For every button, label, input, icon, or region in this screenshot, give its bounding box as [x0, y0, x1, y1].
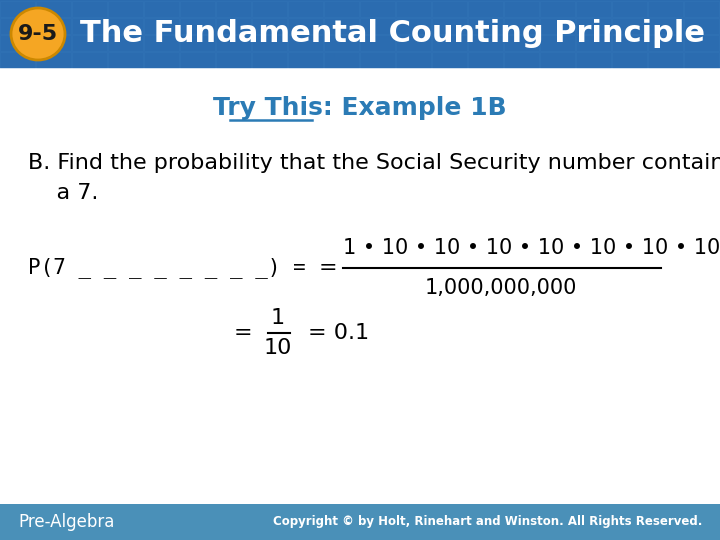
Bar	[180, 18, 215, 34]
Bar	[684, 1, 719, 17]
Bar	[432, 1, 467, 17]
Bar	[540, 1, 575, 17]
Bar	[540, 35, 575, 51]
Bar	[468, 18, 503, 34]
Bar	[144, 1, 179, 17]
Bar	[324, 52, 359, 68]
Text: =: =	[319, 258, 337, 278]
Bar	[108, 52, 143, 68]
Text: 1,000,000,000: 1,000,000,000	[425, 278, 577, 298]
Text: Pre-Algebra: Pre-Algebra	[18, 513, 114, 531]
Bar	[360, 52, 395, 68]
Bar	[252, 35, 287, 51]
Bar	[468, 35, 503, 51]
Bar	[432, 35, 467, 51]
Bar	[252, 1, 287, 17]
Bar	[0, 52, 35, 68]
Bar	[108, 35, 143, 51]
Bar	[324, 35, 359, 51]
Bar	[396, 35, 431, 51]
Bar	[0, 0, 720, 68]
Bar	[504, 18, 539, 34]
Bar	[36, 1, 71, 17]
Bar	[612, 1, 647, 17]
Text: P(7 _ _ _ _ _ _ _ _) =: P(7 _ _ _ _ _ _ _ _) =	[28, 258, 306, 279]
Bar	[612, 52, 647, 68]
Bar	[0, 1, 35, 17]
Bar	[216, 35, 251, 51]
Bar	[684, 52, 719, 68]
Text: 1 • 10 • 10 • 10 • 10 • 10 • 10 • 10 • 10: 1 • 10 • 10 • 10 • 10 • 10 • 10 • 10 • 1…	[343, 238, 720, 258]
Bar	[288, 52, 323, 68]
Bar	[504, 52, 539, 68]
Bar	[288, 18, 323, 34]
Bar	[648, 18, 683, 34]
Bar	[324, 18, 359, 34]
Text: 9-5: 9-5	[18, 24, 58, 44]
Bar	[576, 52, 611, 68]
Text: a 7.: a 7.	[28, 183, 99, 203]
Bar	[0, 35, 35, 51]
Bar	[648, 52, 683, 68]
Text: The Fundamental Counting Principle: The Fundamental Counting Principle	[80, 19, 705, 49]
Bar	[360, 35, 395, 51]
Bar	[36, 35, 71, 51]
Bar	[648, 1, 683, 17]
Ellipse shape	[11, 8, 65, 60]
Bar	[36, 18, 71, 34]
Bar	[108, 1, 143, 17]
Bar	[216, 52, 251, 68]
Bar	[216, 18, 251, 34]
Bar	[180, 1, 215, 17]
Bar	[72, 18, 107, 34]
Bar	[396, 18, 431, 34]
Bar	[72, 1, 107, 17]
Bar	[0, 504, 720, 540]
Bar	[648, 35, 683, 51]
Bar	[540, 52, 575, 68]
Bar	[576, 1, 611, 17]
Bar	[432, 52, 467, 68]
Bar	[36, 52, 71, 68]
Bar	[180, 52, 215, 68]
Bar	[180, 35, 215, 51]
Bar	[504, 1, 539, 17]
Bar	[0, 18, 35, 34]
Bar	[612, 18, 647, 34]
Bar	[432, 18, 467, 34]
Bar	[504, 35, 539, 51]
Bar	[288, 35, 323, 51]
Bar	[360, 1, 395, 17]
Bar	[324, 1, 359, 17]
Text: = 0.1: = 0.1	[308, 323, 369, 343]
Bar	[144, 35, 179, 51]
Bar	[576, 18, 611, 34]
Text: =: =	[234, 323, 252, 343]
Bar	[684, 18, 719, 34]
Text: 10: 10	[264, 338, 292, 358]
Bar	[396, 52, 431, 68]
Bar	[576, 35, 611, 51]
Text: 1: 1	[271, 308, 285, 328]
Text: Copyright © by Holt, Rinehart and Winston. All Rights Reserved.: Copyright © by Holt, Rinehart and Winsto…	[273, 516, 702, 529]
Bar	[72, 52, 107, 68]
Bar	[72, 35, 107, 51]
Bar	[360, 18, 395, 34]
Bar	[288, 1, 323, 17]
Bar	[252, 18, 287, 34]
Text: Try This: Example 1B: Try This: Example 1B	[213, 96, 507, 120]
Bar	[252, 52, 287, 68]
Bar	[144, 18, 179, 34]
Bar	[612, 35, 647, 51]
Bar	[216, 1, 251, 17]
Text: B. Find the probability that the Social Security number contains: B. Find the probability that the Social …	[28, 153, 720, 173]
Bar	[684, 35, 719, 51]
Bar	[468, 52, 503, 68]
Bar	[540, 18, 575, 34]
Bar	[108, 18, 143, 34]
Bar	[396, 1, 431, 17]
Bar	[144, 52, 179, 68]
Bar	[468, 1, 503, 17]
